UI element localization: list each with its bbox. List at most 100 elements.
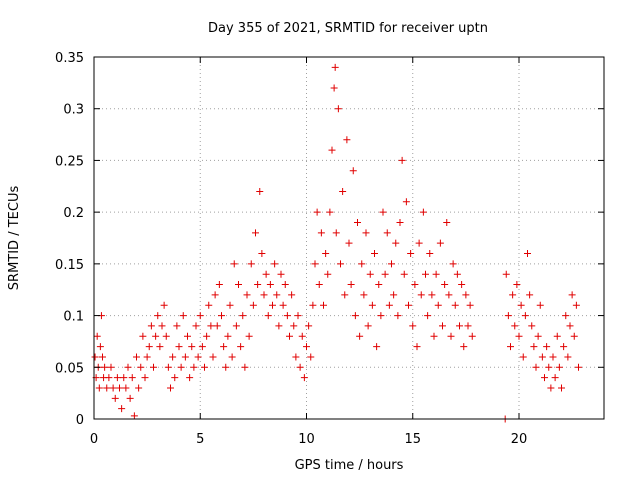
y-tick-label: 0 xyxy=(76,413,84,428)
data-point xyxy=(256,187,264,195)
data-point xyxy=(130,412,138,420)
data-point xyxy=(160,301,168,309)
data-point xyxy=(201,363,208,371)
data-point xyxy=(254,281,262,289)
data-point xyxy=(547,384,555,392)
data-point xyxy=(99,353,106,361)
data-point xyxy=(324,270,332,278)
data-point xyxy=(154,312,162,320)
data-point xyxy=(283,312,291,320)
y-tick-label: 0.15 xyxy=(55,258,84,273)
data-point xyxy=(392,239,400,247)
data-point xyxy=(407,250,415,258)
data-point xyxy=(188,343,196,351)
x-tick-label: 5 xyxy=(196,432,204,447)
data-point xyxy=(358,260,366,268)
data-point xyxy=(281,281,289,289)
data-point xyxy=(101,363,109,371)
data-point xyxy=(269,301,276,309)
data-point xyxy=(515,332,523,340)
data-point xyxy=(445,291,453,299)
data-point xyxy=(396,218,404,226)
data-point xyxy=(447,332,455,340)
data-point xyxy=(203,332,211,340)
data-point xyxy=(377,312,385,320)
data-point xyxy=(313,208,321,216)
data-point xyxy=(337,260,344,268)
data-point xyxy=(341,291,349,299)
data-point xyxy=(345,239,353,247)
data-point xyxy=(169,353,177,361)
data-point xyxy=(413,343,421,351)
data-point xyxy=(196,312,204,320)
data-point xyxy=(405,301,412,309)
data-point xyxy=(245,332,253,340)
data-point xyxy=(300,374,308,382)
data-point xyxy=(360,291,368,299)
data-point xyxy=(466,301,474,309)
data-point xyxy=(320,301,327,309)
data-point xyxy=(356,332,364,340)
data-point xyxy=(222,363,230,371)
chart-title: Day 355 of 2021, SRMTID for receiver upt… xyxy=(208,21,488,36)
data-point xyxy=(517,301,525,309)
y-tick-label: 0.2 xyxy=(63,206,84,221)
data-point xyxy=(553,332,561,340)
data-point xyxy=(133,353,140,361)
data-point xyxy=(530,343,538,351)
y-axis-label: SRMTID / TECUs xyxy=(7,186,22,291)
data-point xyxy=(460,343,468,351)
data-point xyxy=(468,332,476,340)
data-point xyxy=(390,291,398,299)
data-point xyxy=(192,322,200,330)
data-point xyxy=(207,322,215,330)
data-point xyxy=(545,363,553,371)
data-point xyxy=(464,322,472,330)
data-point xyxy=(167,384,174,392)
data-point xyxy=(317,229,325,237)
data-point xyxy=(524,250,531,258)
data-point xyxy=(375,281,383,289)
data-point xyxy=(364,322,372,330)
data-point xyxy=(381,270,389,278)
data-point xyxy=(305,322,313,330)
data-point xyxy=(417,291,425,299)
data-point xyxy=(456,322,463,330)
data-point xyxy=(538,353,546,361)
data-point xyxy=(504,312,512,320)
data-point xyxy=(264,312,272,320)
data-point xyxy=(205,301,213,309)
data-point xyxy=(294,312,302,320)
data-point xyxy=(239,312,247,320)
data-point xyxy=(226,301,234,309)
data-point xyxy=(124,363,132,371)
data-point xyxy=(209,353,217,361)
data-point xyxy=(286,332,293,340)
data-point xyxy=(147,322,155,330)
data-point xyxy=(173,322,181,330)
data-point xyxy=(534,332,542,340)
data-point xyxy=(258,250,266,258)
data-point xyxy=(562,312,570,320)
data-point xyxy=(366,270,374,278)
data-point xyxy=(186,374,194,382)
data-point xyxy=(331,63,339,71)
grid-lines xyxy=(94,57,604,419)
data-point xyxy=(224,332,232,340)
data-point xyxy=(343,136,351,144)
data-point xyxy=(271,260,279,268)
data-point xyxy=(536,301,544,309)
data-point xyxy=(430,332,438,340)
data-point xyxy=(441,281,449,289)
data-point xyxy=(152,332,160,340)
data-point xyxy=(519,353,527,361)
data-point xyxy=(273,291,281,299)
data-point xyxy=(362,229,370,237)
data-point xyxy=(128,374,136,382)
data-point xyxy=(541,374,548,382)
data-point xyxy=(107,363,115,371)
data-point xyxy=(349,167,357,175)
y-tick-label: 0.1 xyxy=(63,310,84,325)
data-point xyxy=(303,343,310,351)
